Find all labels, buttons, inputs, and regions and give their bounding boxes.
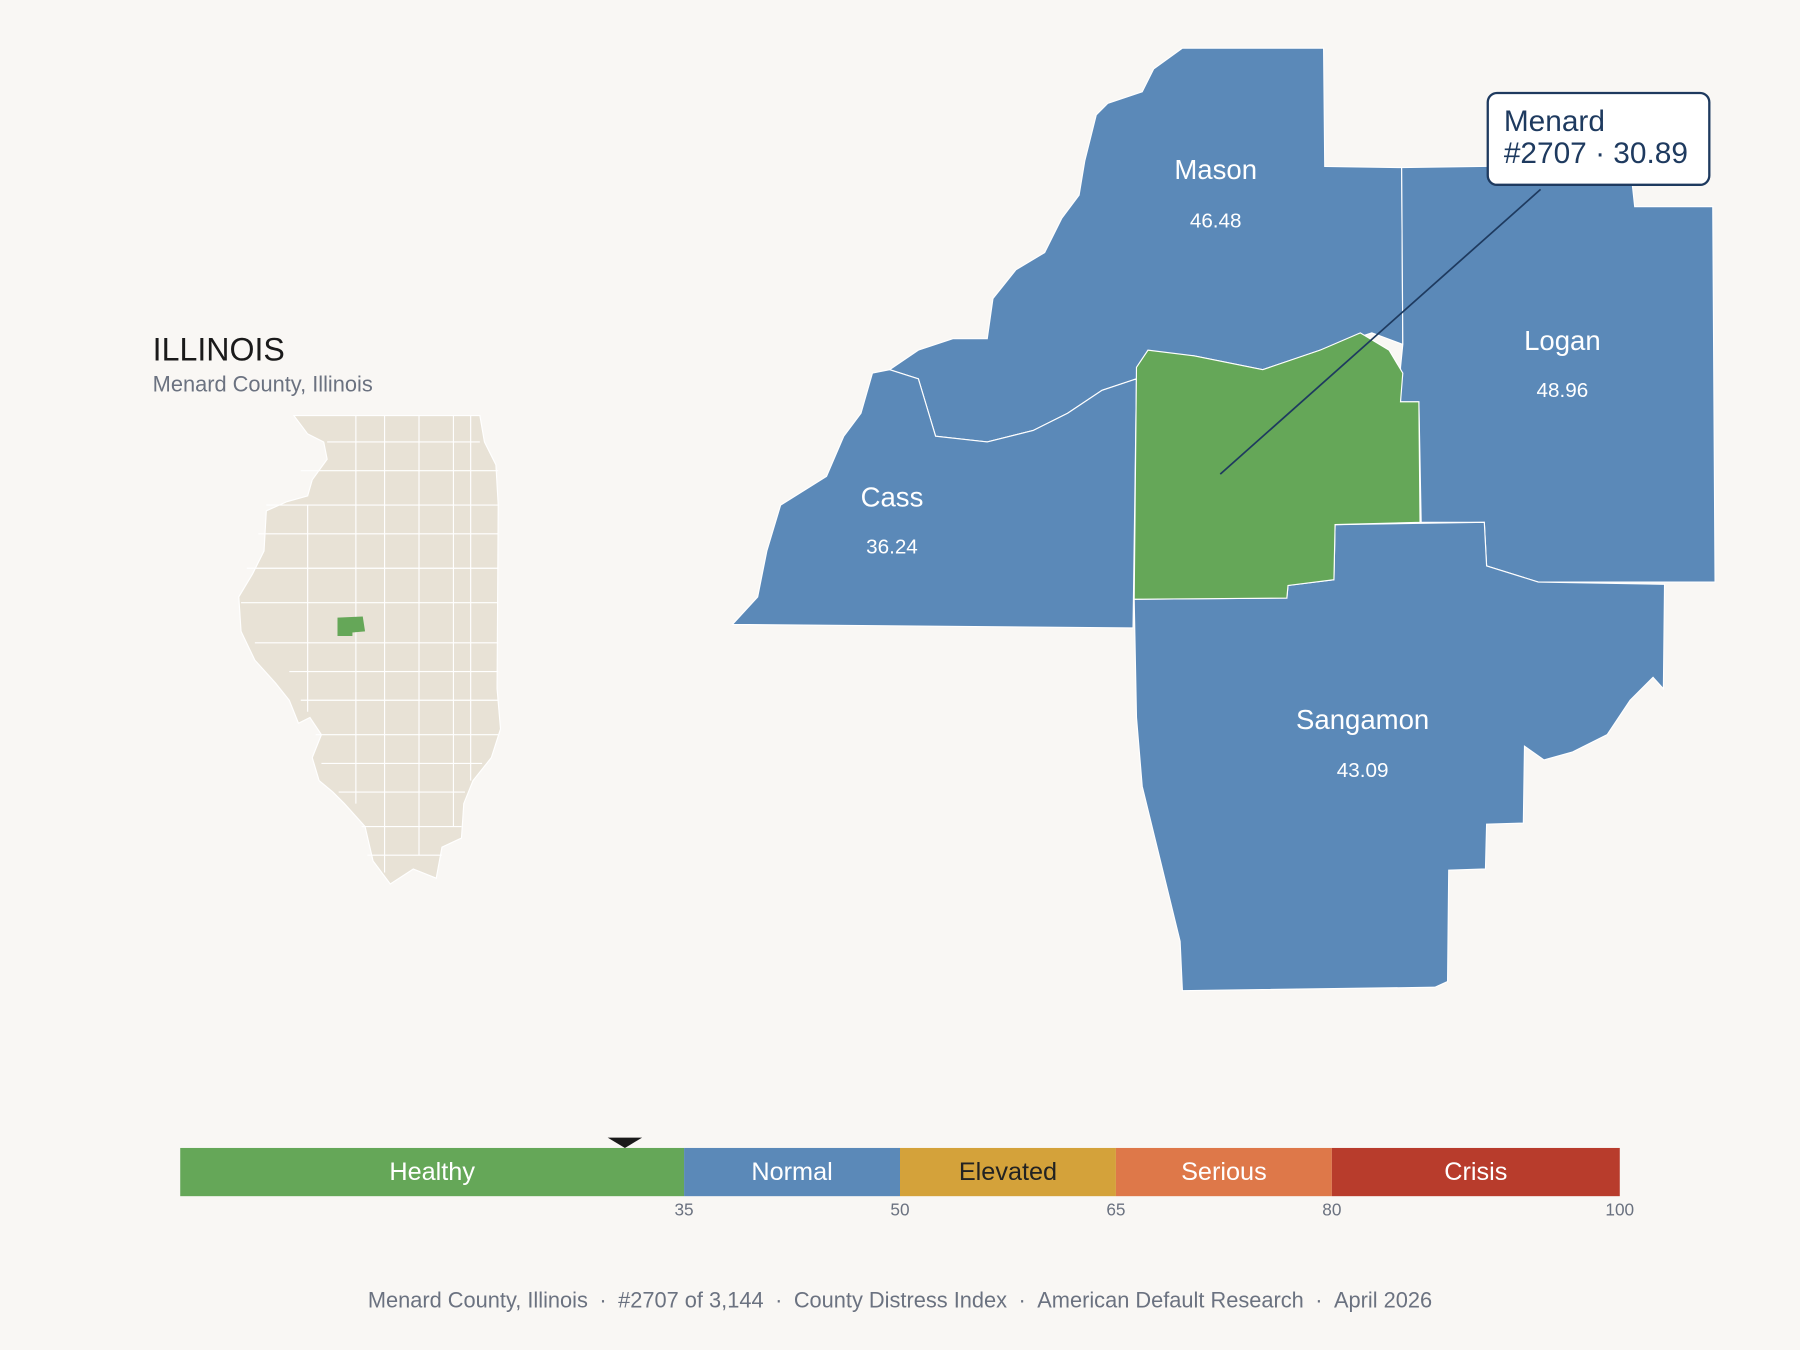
callout-rank: #2707 [1504, 137, 1587, 170]
county-shape [731, 369, 1138, 629]
county-lines [241, 415, 499, 873]
callout-value: 30.89 [1613, 137, 1688, 170]
footer-item: County Distress Index [794, 1288, 1007, 1313]
scale-segment [1115, 1147, 1332, 1197]
separator: · [1595, 137, 1605, 170]
separator: · [1315, 1288, 1322, 1313]
footer-item: Menard County, Illinois [368, 1288, 588, 1313]
county-value: 43.09 [1337, 759, 1389, 782]
separator: · [775, 1288, 782, 1313]
inset-highlight [337, 616, 366, 636]
callout-name: Menard [1504, 105, 1605, 138]
segment-label: Elevated [959, 1158, 1057, 1186]
county-name: Mason [1174, 154, 1257, 185]
segment-label: Normal [751, 1158, 832, 1186]
county-value: 46.48 [1190, 209, 1242, 232]
county-name: Logan [1524, 325, 1601, 356]
county-shape [1133, 332, 1421, 600]
separator: · [599, 1288, 606, 1313]
tick-label: 50 [890, 1200, 909, 1220]
segment-label: Crisis [1444, 1158, 1507, 1186]
scale-segment [1331, 1147, 1620, 1197]
county-value: 48.96 [1537, 379, 1589, 402]
scale-segment [900, 1147, 1116, 1197]
value-marker [607, 1137, 643, 1148]
county-name: Sangamon [1296, 704, 1429, 735]
leader-line [1219, 188, 1542, 475]
tick-label: 80 [1322, 1200, 1341, 1220]
state-inset [238, 414, 502, 885]
county-shape [1399, 163, 1716, 583]
distress-scale: Healthy 35 Normal 50 Elevated 65 Serious 80 Cris… [180, 1137, 1634, 1220]
county-shape [1133, 521, 1666, 992]
footer-item: April 2026 [1334, 1288, 1432, 1313]
callout-box [1486, 91, 1711, 186]
county-name: Cass [861, 481, 924, 512]
segment-label: Healthy [389, 1158, 475, 1186]
tick-label: 65 [1106, 1200, 1125, 1220]
county-map [731, 47, 1716, 992]
callout-detail: #2707 · 30.89 [1504, 137, 1688, 170]
scale-segment [180, 1147, 685, 1197]
scale-segment [684, 1147, 900, 1197]
inset-title: ILLINOIS [153, 331, 285, 367]
state-outline [238, 414, 502, 885]
footer: Menard County, Illinois · #2707 of 3,144 · C… [368, 1288, 1432, 1313]
tick-label: 35 [674, 1200, 693, 1220]
inset-subtitle: Menard County, Illinois [153, 371, 373, 396]
county-value: 36.24 [866, 535, 918, 558]
footer-item: #2707 of 3,144 [618, 1288, 763, 1313]
tick-label: 100 [1605, 1200, 1634, 1220]
separator: · [1019, 1288, 1026, 1313]
footer-item: American Default Research [1037, 1288, 1304, 1313]
segment-label: Serious [1181, 1158, 1267, 1186]
